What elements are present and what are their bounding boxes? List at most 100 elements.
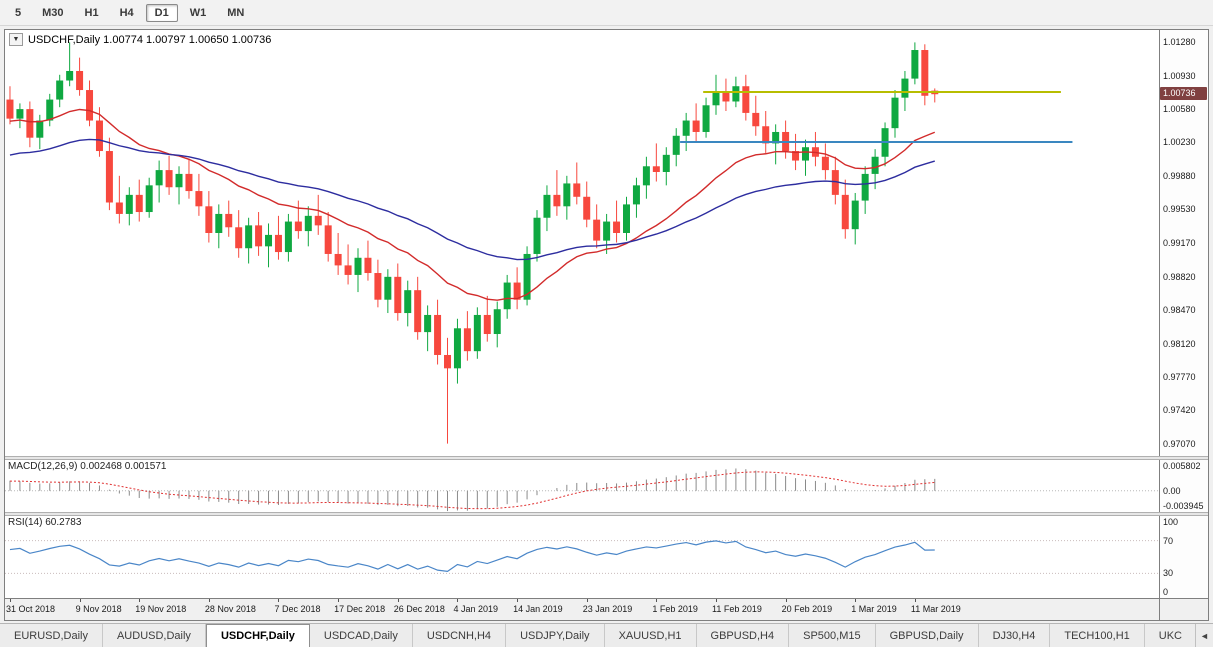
rsi-tick-label: 100: [1163, 517, 1179, 527]
rsi-scale[interactable]: 100 70 30 0: [1159, 516, 1208, 598]
chart-tab[interactable]: DJ30,H4: [979, 624, 1051, 647]
rsi-plot[interactable]: RSI(14) 60.2783: [5, 516, 1159, 598]
time-tick-label: 4 Jan 2019: [453, 604, 498, 614]
time-tick-label: 14 Jan 2019: [513, 604, 563, 614]
chart-tab[interactable]: XAUUSD,H1: [605, 624, 697, 647]
price-tick-label: 0.97420: [1163, 405, 1196, 416]
chart-tab-bar: EURUSD,Daily AUDUSD,Daily USDCHF,Daily USDC…: [0, 623, 1213, 647]
time-tick-label: 11 Mar 2019: [910, 604, 961, 614]
price-tick-label: 0.99530: [1163, 204, 1196, 215]
price-chart-canvas: [6, 42, 1073, 444]
timeframe-button-w1[interactable]: W1: [189, 6, 207, 19]
price-tick-label: 0.99170: [1163, 238, 1196, 249]
time-tick-label: 1 Mar 2019: [851, 604, 897, 614]
time-tick: [79, 599, 81, 602]
time-tick: [278, 599, 280, 602]
time-tick: [715, 599, 717, 602]
chart-tab[interactable]: GBPUSD,Daily: [876, 624, 979, 647]
panel-splitter-macd[interactable]: [5, 456, 1208, 460]
rsi-label: RSI(14) 60.2783: [8, 517, 82, 528]
timeframe-button-5[interactable]: 5: [15, 6, 22, 19]
chart-tab[interactable]: USDCNH,H4: [413, 624, 507, 647]
chart-tab[interactable]: AUDUSD,Daily: [103, 624, 206, 647]
chart-dropdown-button[interactable]: ▼: [9, 33, 23, 46]
price-tick-label: 0.97770: [1163, 371, 1196, 382]
time-tick-label: 9 Nov 2018: [75, 604, 122, 614]
price-tick-label: 1.00930: [1163, 70, 1196, 81]
chart-window: ▼ USDCHF,Daily 1.00774 1.00797 1.00650 1…: [4, 29, 1209, 621]
time-tick: [586, 599, 588, 602]
time-tick-label: 23 Jan 2019: [582, 604, 633, 614]
chart-tab[interactable]: USDCHF,Daily: [205, 624, 310, 647]
time-tick: [517, 599, 519, 602]
macd-indicator-panel: MACD(12,26,9) 0.002468 0.001571 0.005802…: [5, 460, 1208, 512]
timeframe-button-h1[interactable]: H1: [84, 6, 99, 19]
time-tick-label: 17 Dec 2018: [334, 604, 386, 614]
timeframe-toolbar: 5 M30 H1 H4 D1 W1 MN: [0, 0, 1213, 26]
macd-tick-label: -0.003945: [1163, 501, 1204, 511]
tabs-scroll-left-button[interactable]: ◄: [1195, 624, 1213, 647]
time-tick-label: 20 Feb 2019: [781, 604, 833, 614]
macd-canvas: [5, 468, 1159, 512]
chart-tab[interactable]: USDCAD,Daily: [310, 624, 413, 647]
macd-label: MACD(12,26,9) 0.002468 0.001571: [8, 461, 167, 472]
rsi-line: [9, 540, 935, 572]
time-tick-label: 28 Nov 2018: [204, 604, 256, 614]
time-tick: [914, 599, 916, 602]
rsi-tick-label: 30: [1163, 568, 1174, 579]
price-tick-label: 0.99880: [1163, 170, 1196, 181]
rsi-canvas: [5, 540, 1159, 574]
time-tick: [139, 599, 141, 602]
macd-scale[interactable]: 0.005802 0.00 -0.003945: [1159, 460, 1208, 512]
panel-splitter-rsi[interactable]: [5, 512, 1208, 516]
rsi-level-lines: [5, 540, 1159, 574]
price-tick-label: 0.97070: [1163, 438, 1196, 449]
time-tick-label: 7 Dec 2018: [274, 604, 321, 614]
time-tick-label: 1 Feb 2019: [652, 604, 698, 614]
price-scale[interactable]: 1.01280 1.00930 1.00580 1.00230 0.99880 0.995…: [1159, 30, 1208, 456]
time-tick: [208, 599, 210, 602]
timeframe-button-h4[interactable]: H4: [119, 6, 134, 19]
time-tick: [656, 599, 658, 602]
time-tick: [338, 599, 340, 602]
time-tick: [397, 599, 399, 602]
time-scale-row: 31 Oct 2018 9 Nov 2018 19 Nov 2018 28 Nov 2…: [5, 598, 1208, 620]
chart-tab[interactable]: EURUSD,Daily: [0, 624, 103, 647]
chart-tab[interactable]: GBPUSD,H4: [697, 624, 790, 647]
rsi-indicator-panel: RSI(14) 60.2783 100 70 30 0: [5, 516, 1208, 598]
chart-tab[interactable]: UKC: [1145, 624, 1198, 647]
chart-tab[interactable]: USDJPY,Daily: [506, 624, 605, 647]
time-tick: [9, 599, 11, 602]
time-tick-label: 19 Nov 2018: [135, 604, 187, 614]
time-scale-corner: [1159, 599, 1208, 620]
timeframe-button-mn[interactable]: MN: [227, 6, 245, 19]
time-tick: [855, 599, 857, 602]
macd-plot[interactable]: MACD(12,26,9) 0.002468 0.001571: [5, 460, 1159, 512]
current-price-tag: 1.00736: [1160, 87, 1207, 101]
price-tick-label: 0.98470: [1163, 305, 1196, 316]
price-tick-label: 0.98820: [1163, 271, 1196, 282]
timeframe-button-m30[interactable]: M30: [42, 6, 64, 19]
time-tick: [457, 599, 459, 602]
chart-tab[interactable]: TECH100,H1: [1050, 624, 1145, 647]
price-chart-plot[interactable]: ▼ USDCHF,Daily 1.00774 1.00797 1.00650 1…: [5, 30, 1159, 456]
macd-histogram: [9, 468, 936, 512]
time-tick-label: 26 Dec 2018: [393, 604, 445, 614]
price-tick-label: 1.00580: [1163, 104, 1196, 115]
chart-header: ▼ USDCHF,Daily 1.00774 1.00797 1.00650 1…: [9, 33, 271, 46]
time-scale[interactable]: 31 Oct 2018 9 Nov 2018 19 Nov 2018 28 Nov 2…: [5, 599, 1159, 620]
price-tick-label: 1.01280: [1163, 37, 1196, 48]
macd-tick-label: 0.005802: [1163, 461, 1201, 471]
candles: [6, 42, 939, 444]
timeframe-button-d1[interactable]: D1: [145, 3, 178, 22]
moving-average-lines: [9, 108, 936, 301]
macd-tick-label: 0.00: [1163, 485, 1181, 496]
rsi-tick-label: 70: [1163, 535, 1174, 546]
horizontal-trendlines[interactable]: [680, 90, 1073, 143]
price-tick-label: 1.00230: [1163, 137, 1196, 148]
chart-ohlc-text: USDCHF,Daily 1.00774 1.00797 1.00650 1.0…: [28, 33, 272, 46]
chart-tab[interactable]: SP500,M15: [789, 624, 876, 647]
time-tick: [785, 599, 787, 602]
time-tick-label: 31 Oct 2018: [5, 604, 56, 614]
